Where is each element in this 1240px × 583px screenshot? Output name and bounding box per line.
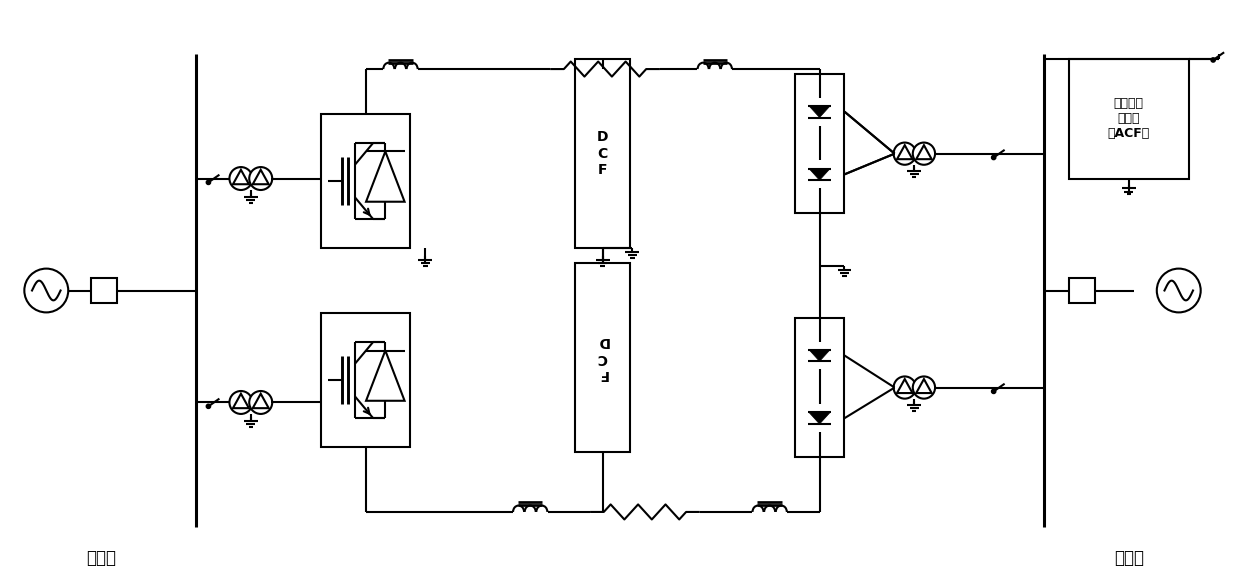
Circle shape [894,143,916,165]
Bar [575,263,630,452]
Bar [795,74,844,213]
Bar [795,318,844,457]
Circle shape [249,167,273,190]
Bar [321,114,410,248]
Polygon shape [808,168,830,180]
Text: 逆变站: 逆变站 [1114,549,1143,567]
Circle shape [207,181,211,184]
Bar [1069,59,1189,178]
Circle shape [229,391,253,414]
Bar [575,59,630,248]
Polygon shape [808,350,830,361]
Circle shape [249,391,273,414]
Bar [321,313,410,447]
Circle shape [894,377,916,399]
Circle shape [992,156,996,159]
Text: F
C
D: F C D [596,335,609,381]
Polygon shape [808,412,830,424]
Circle shape [992,389,996,393]
Circle shape [207,405,211,408]
Circle shape [913,143,935,165]
Circle shape [229,167,253,190]
Circle shape [913,377,935,399]
Circle shape [25,269,68,312]
Circle shape [1157,269,1200,312]
Text: D
C
F: D C F [596,131,609,177]
Bar [92,278,117,303]
Circle shape [1211,58,1215,62]
Polygon shape [808,106,830,118]
Text: 无功，滤
波元件
（ACF）: 无功，滤 波元件 （ACF） [1107,97,1149,141]
Text: 整流站: 整流站 [86,549,117,567]
Bar [1069,278,1095,303]
